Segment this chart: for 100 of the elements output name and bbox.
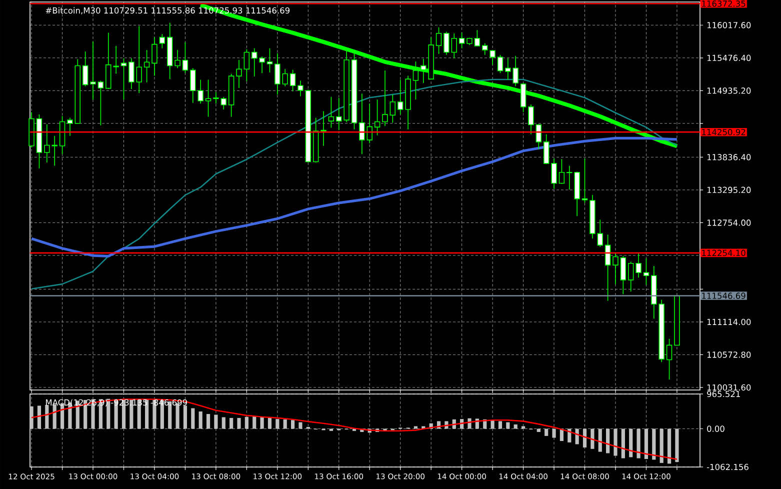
candlestick (636, 253, 642, 278)
bar (636, 428, 640, 458)
candlestick (344, 50, 350, 122)
bar (544, 428, 548, 436)
candlestick (405, 75, 411, 130)
candlestick (505, 58, 511, 80)
line-series (30, 78, 678, 290)
candlestick (106, 32, 112, 89)
bar (222, 417, 226, 429)
candlestick (397, 79, 404, 115)
bar (30, 406, 34, 429)
candlestick (166, 22, 173, 80)
ref-line-label: 111546.69 (702, 292, 746, 299)
candlestick (628, 261, 634, 292)
bar (652, 428, 656, 460)
candlestick (451, 33, 457, 59)
bar (268, 418, 272, 429)
line-series (30, 136, 678, 258)
bar (414, 426, 418, 429)
y-tick-label: 114935.20 (707, 88, 751, 94)
candlestick (359, 93, 365, 155)
candlestick (590, 194, 596, 239)
bar (214, 414, 218, 429)
candlestick (113, 46, 119, 74)
y-tick-label: -1062.156 (706, 464, 748, 470)
bar (582, 428, 587, 448)
bar (644, 428, 648, 459)
bar (206, 414, 210, 429)
candlestick (466, 38, 472, 46)
bar (290, 420, 295, 429)
candlestick (320, 110, 326, 146)
bar (252, 416, 256, 429)
candlestick (551, 158, 557, 190)
bar (191, 408, 195, 429)
ref-line-label: 112254.10 (702, 250, 746, 256)
y-tick-label: 112754.00 (707, 220, 751, 226)
candlestick (144, 50, 150, 83)
y-tick-label: 116017.60 (707, 22, 751, 28)
candlestick (259, 56, 265, 74)
bar (276, 419, 280, 429)
bar (506, 422, 510, 429)
candlestick (67, 117, 73, 136)
bar (260, 416, 264, 429)
candlestick (444, 31, 450, 56)
candlestick (336, 98, 342, 130)
bar (237, 418, 241, 429)
bar (598, 428, 602, 452)
bar (606, 428, 610, 454)
y-tick-label: 110572.80 (707, 352, 751, 358)
candlestick (597, 219, 603, 248)
bar (45, 404, 49, 429)
candlestick (298, 80, 304, 97)
candlestick (604, 234, 611, 302)
candlestick (90, 41, 96, 100)
y-tick-label: 965.521 (707, 390, 740, 398)
candlestick (643, 258, 650, 286)
candlestick (128, 58, 134, 90)
bar (514, 424, 518, 429)
candlestick (236, 59, 242, 88)
bar (298, 422, 302, 429)
bar (629, 428, 633, 458)
y-tick-label: 115476.40 (707, 54, 751, 62)
candlestick (612, 253, 618, 285)
bar (498, 421, 502, 429)
bar (536, 428, 540, 432)
candlestick (205, 79, 212, 118)
bar (37, 406, 42, 429)
bar (552, 428, 556, 438)
bar (675, 428, 679, 462)
bar (590, 428, 594, 449)
candlestick (482, 42, 488, 56)
candlestick (174, 50, 180, 69)
y-tick-label: 0.00 (707, 426, 724, 432)
candlestick (213, 92, 219, 104)
candlestick (252, 48, 258, 77)
ref-line-label: 116372.35 (702, 0, 746, 7)
bar (106, 398, 110, 429)
candlestick (512, 55, 518, 87)
bar (230, 418, 234, 429)
bar (614, 428, 618, 456)
y-tick-label: 113295.20 (707, 186, 751, 194)
y-tick-label: 110031.60 (707, 384, 751, 391)
bar (621, 428, 625, 458)
candlestick (220, 96, 226, 110)
y-tick-label: 113836.40 (707, 154, 751, 160)
candlestick (136, 26, 142, 94)
line-series (198, 3, 679, 148)
candlestick (528, 104, 534, 135)
y-tick-label: 111114.00 (707, 318, 751, 326)
bar (145, 399, 149, 429)
bar (244, 416, 248, 429)
candlestick (366, 103, 372, 144)
bar (283, 419, 287, 429)
candlestick (382, 70, 388, 126)
ref-line-label: 114250.92 (702, 128, 746, 136)
candlestick (490, 50, 496, 66)
bar (183, 406, 188, 429)
bar (667, 428, 672, 464)
bar (198, 411, 202, 429)
bar (521, 426, 526, 429)
